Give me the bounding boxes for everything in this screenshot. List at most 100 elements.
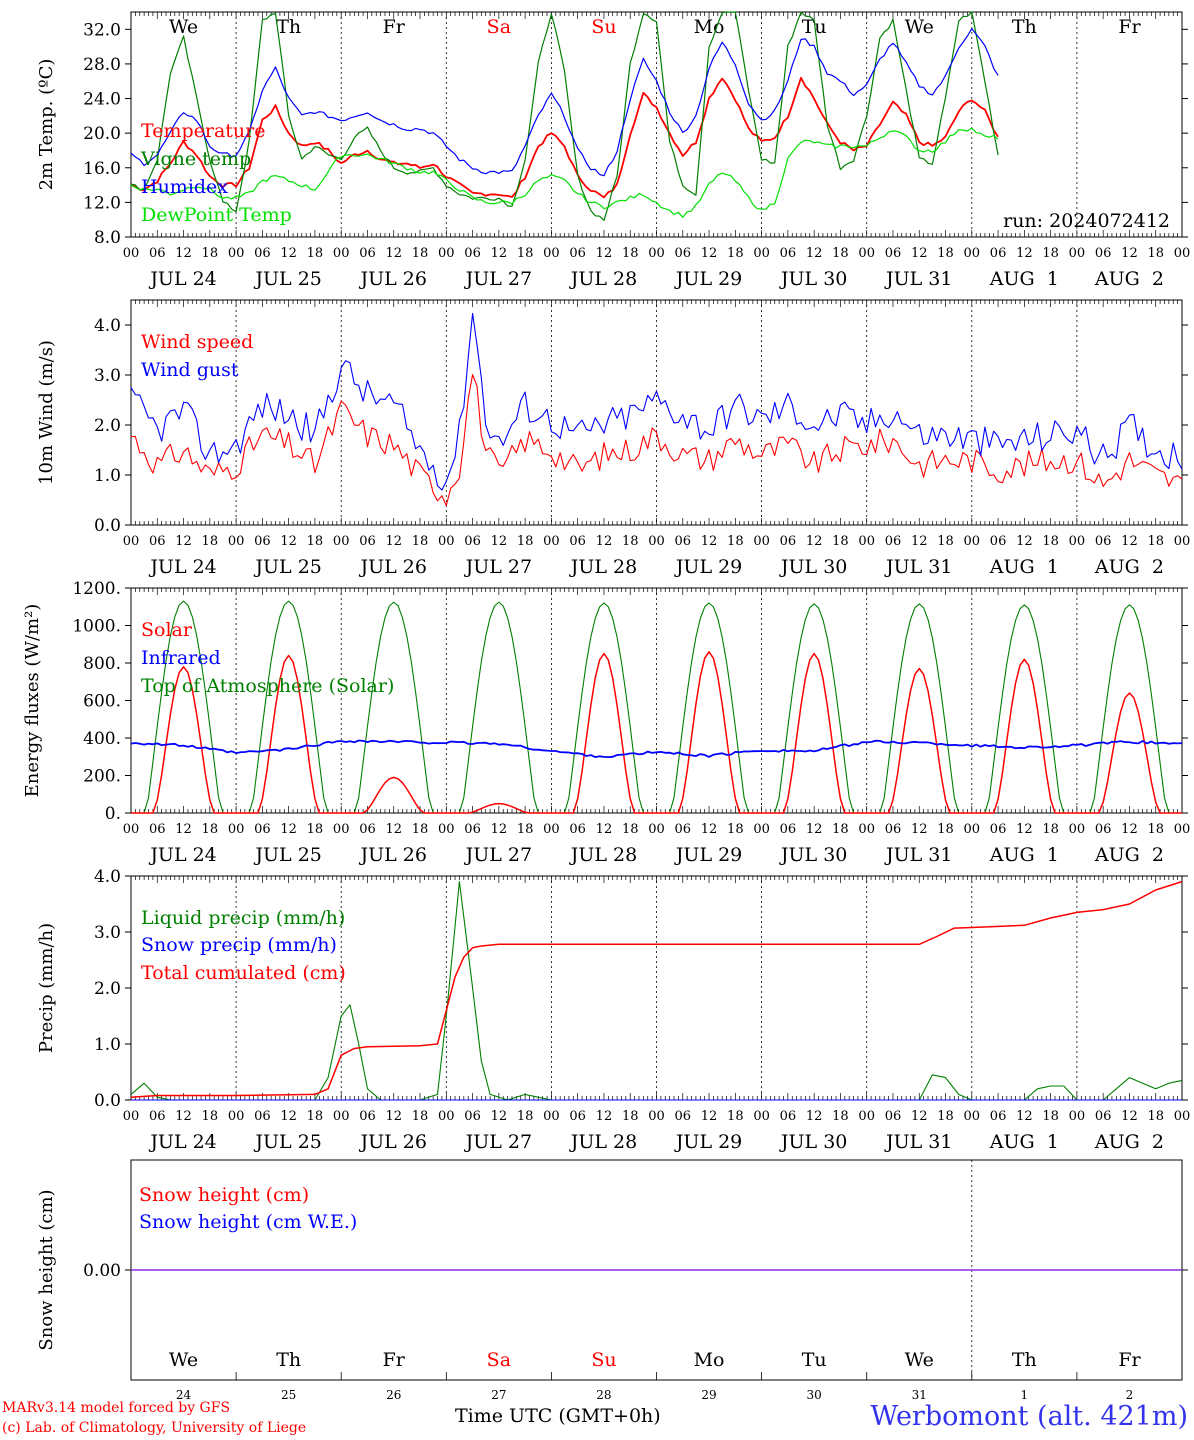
panel2-hour-label: 00 [858,534,875,549]
panel4-hour-label: 06 [780,1109,797,1124]
panel3-hour-label: 12 [1016,822,1033,837]
solar-series [131,651,1182,814]
panel3-date-label: JUL 26 [359,844,427,866]
panel4-date-label: JUL 27 [464,1131,532,1153]
panel3-hour-label: 12 [491,822,508,837]
day-name-bottom: Fr [1118,1349,1141,1371]
temp-legend-entry: Vigne temp [140,148,251,170]
panel1-y-tick-label: 20.0 [83,124,121,144]
panel1-hour-label: 06 [990,246,1007,261]
panel1-hour-label: 12 [1016,246,1033,261]
panel1-hour-label: 06 [464,246,481,261]
panel2-hour-label: 06 [675,534,692,549]
panel1-date-label: JUL 24 [148,268,216,290]
panel4-hour-label: 12 [806,1109,823,1124]
panel1-hour-label: 18 [517,246,534,261]
panel3-hour-label: 00 [228,822,245,837]
panel4-date-label: JUL 29 [674,1131,742,1153]
panel1-y-tick-label: 32.0 [83,20,121,40]
panel4-hour-label: 06 [464,1109,481,1124]
panel1-date-label: JUL 30 [779,268,847,290]
panel4-y-tick-label: 4.0 [94,867,121,887]
panel2-y-tick-label: 0.0 [94,516,121,536]
panel2-hour-label: 00 [648,534,665,549]
panel3-hour-label: 06 [569,822,586,837]
temp-series-lightgreen [130,127,999,218]
panel2-date-label: JUL 25 [253,556,321,578]
panel3-date-label: AUG 2 [1094,844,1164,866]
wind-series-blue [130,312,1183,491]
precip-legend-entry: Snow precip (mm/h) [141,934,337,956]
panel3-y-tick-label: 1000. [72,617,121,637]
panel4-hour-label: 12 [1121,1109,1138,1124]
panel1-hour-label: 06 [675,246,692,261]
panel4-hour-label: 06 [675,1109,692,1124]
panel3-hour-label: 06 [675,822,692,837]
panel3-hour-label: 12 [175,822,192,837]
panel2-y-axis-label: 10m Wind (m/s) [36,340,57,485]
panel1-date-label: AUG 2 [1094,268,1164,290]
panel2-date-label: JUL 30 [779,556,847,578]
panel3-hour-label: 00 [123,822,140,837]
temp-legend-entry: DewPoint Temp [141,204,292,226]
panel4-hour-label: 00 [964,1109,981,1124]
panel2-date-label: AUG 2 [1094,556,1164,578]
day-number-label: 25 [281,1388,296,1402]
wind-series-red [130,374,1183,507]
panel4-hour-label: 18 [412,1109,429,1124]
day-name-bottom: Fr [383,1349,406,1371]
panel4-date-label: AUG 1 [989,1131,1059,1153]
panel1-hour-label: 18 [832,246,849,261]
panel4-date-label: JUL 31 [884,1131,952,1153]
precip-series-red [130,880,1183,1098]
panel1-hour-label: 18 [727,246,744,261]
panel2-hour-label: 00 [123,534,140,549]
panel1-y-tick-label: 12.0 [83,193,121,213]
panel1-hour-label: 18 [307,246,324,261]
panel2-date-label: JUL 26 [359,556,427,578]
panel2-y-tick-label: 1.0 [94,466,121,486]
lab-credit: (c) Lab. of Climatology, University of L… [2,1420,307,1436]
panel1-hour-label: 18 [202,246,219,261]
panel1-date-label: JUL 26 [359,268,427,290]
panel3-hour-label: 00 [648,822,665,837]
panel3-hour-label: 00 [438,822,455,837]
panel3-hour-label: 00 [1069,822,1086,837]
day-name-top: Th [276,16,301,38]
panel2-hour-label: 06 [1095,534,1112,549]
temp-legend-entry: Humidex [141,176,228,198]
precip-legend-entry: Total cumulated (cm) [141,962,346,984]
panel1-hour-label: 00 [1174,246,1191,261]
panel4-date-label: JUL 30 [779,1131,847,1153]
panel1-hour-label: 12 [1121,246,1138,261]
panel2-hour-label: 18 [622,534,639,549]
panel3-date-label: AUG 1 [989,844,1059,866]
panel1-hour-label: 00 [438,246,455,261]
panel2-hour-label: 18 [412,534,429,549]
day-number-label: 26 [386,1388,401,1402]
panel1-hour-label: 06 [569,246,586,261]
snow-legend-entry: Snow height (cm W.E.) [139,1211,357,1233]
panel2-date-label: JUL 24 [148,556,216,578]
panel4-hour-label: 06 [359,1109,376,1124]
panel3-hour-label: 18 [412,822,429,837]
panel3-date-label: JUL 30 [779,844,847,866]
panel3-hour-label: 18 [517,822,534,837]
panel4-y-tick-label: 0.0 [94,1091,121,1111]
panel3-hour-label: 18 [937,822,954,837]
day-number-label: 31 [912,1388,927,1402]
panel2-hour-label: 12 [280,534,297,549]
day-name-bottom: We [905,1349,934,1371]
panel3-hour-label: 12 [1121,822,1138,837]
panel1-hour-label: 18 [412,246,429,261]
panel2-hour-label: 06 [885,534,902,549]
panel1-date-label: AUG 1 [989,268,1059,290]
panel2-y-tick-label: 3.0 [94,366,121,386]
panel3-date-label: JUL 28 [569,844,637,866]
panel1-hour-label: 06 [1095,246,1112,261]
day-name-top: We [905,16,934,38]
day-name-bottom: Th [276,1349,301,1371]
panel1-hour-label: 12 [806,246,823,261]
panel3-hour-label: 18 [622,822,639,837]
